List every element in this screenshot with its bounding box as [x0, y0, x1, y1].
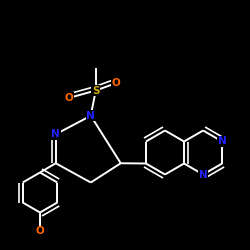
- Text: S: S: [92, 86, 100, 96]
- Text: N: N: [52, 129, 60, 139]
- Text: N: N: [86, 111, 95, 121]
- Text: O: O: [64, 93, 73, 103]
- Text: O: O: [112, 78, 120, 88]
- Text: N: N: [218, 136, 226, 146]
- Text: N: N: [199, 170, 207, 179]
- Text: O: O: [36, 226, 44, 236]
